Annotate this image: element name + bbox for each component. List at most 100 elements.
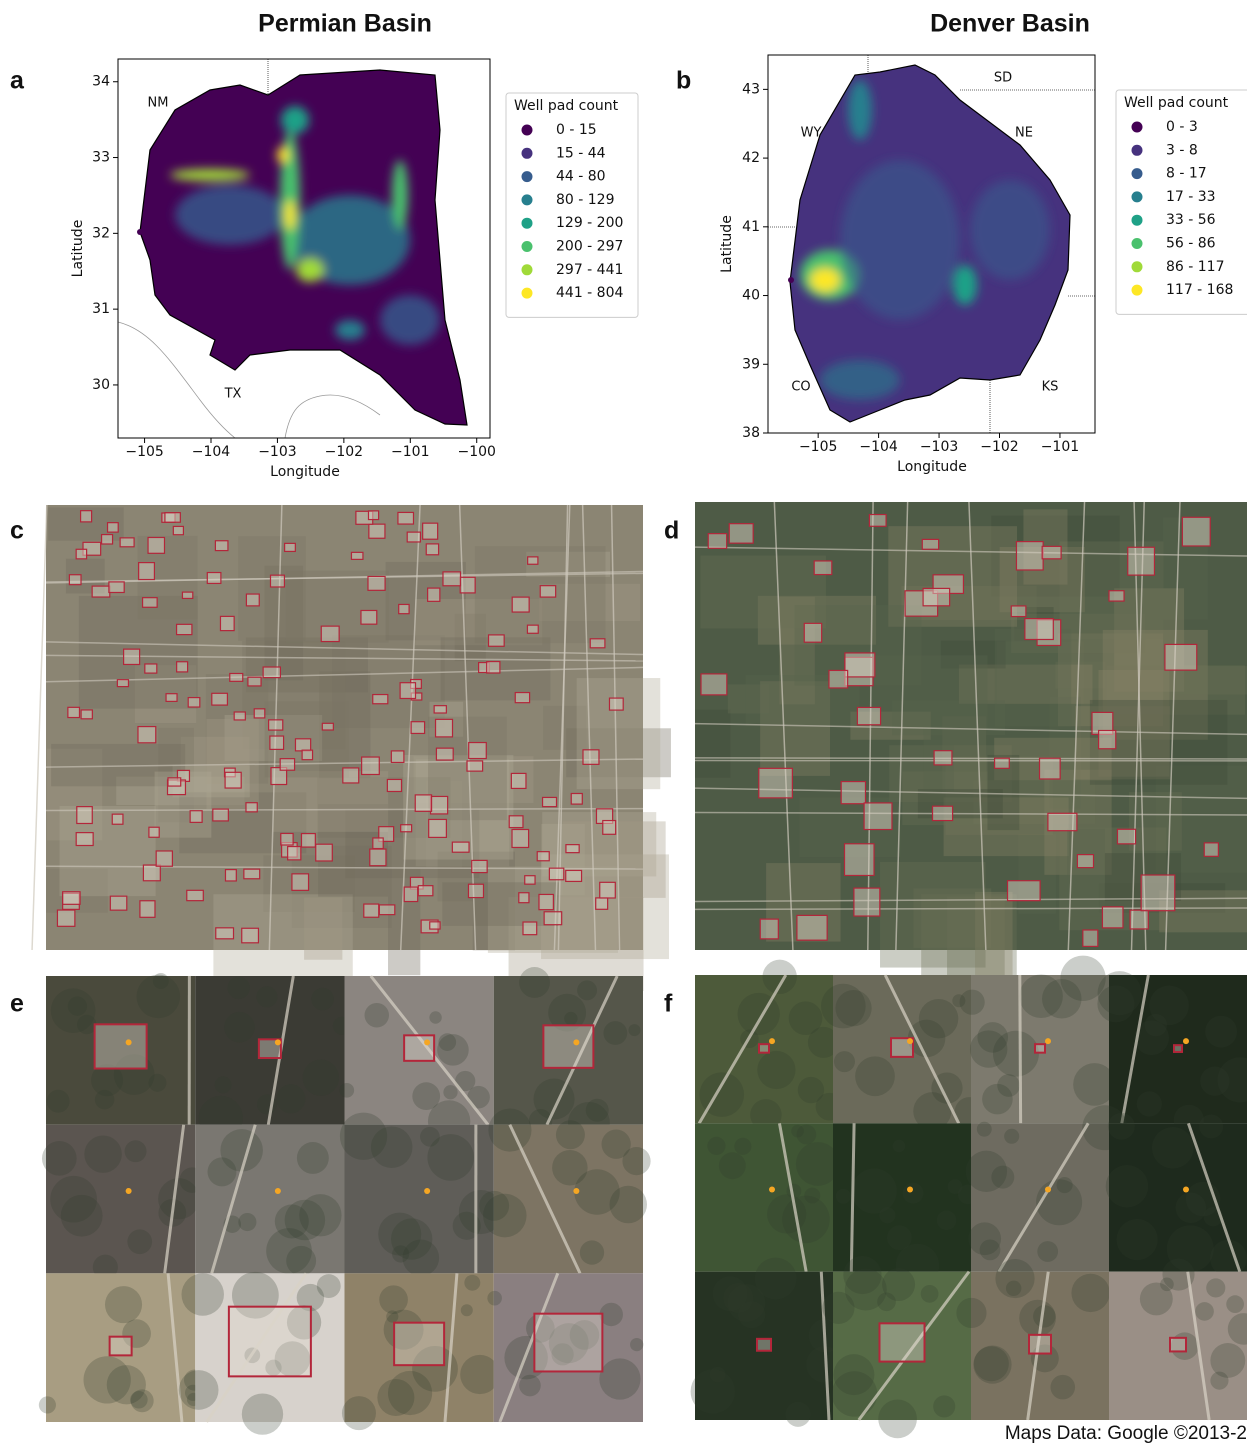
legend-marker — [1132, 238, 1143, 249]
well-pad-box — [418, 886, 433, 896]
vegetation — [835, 990, 871, 1026]
region-label: NE — [1015, 126, 1033, 141]
vegetation — [238, 1213, 256, 1231]
well-point — [275, 1039, 281, 1045]
legend-label: 297 - 441 — [556, 262, 623, 278]
vegetation — [903, 1183, 924, 1204]
x-tick-label: −101 — [1041, 439, 1079, 455]
well-pad-box — [68, 707, 80, 717]
vegetation — [1137, 1091, 1162, 1116]
well-pad-box — [922, 539, 938, 549]
legend-label: 3 - 8 — [1166, 142, 1198, 158]
vegetation — [39, 1396, 56, 1413]
well-pad-box — [1008, 881, 1041, 901]
image-tile — [342, 1273, 500, 1430]
vegetation — [1097, 985, 1134, 1022]
well-pad-box — [1170, 1338, 1186, 1352]
well-pad-box — [600, 882, 616, 898]
vegetation — [1108, 1113, 1135, 1140]
panel-letter: d — [664, 517, 679, 545]
vegetation — [1140, 1282, 1173, 1315]
vegetation — [533, 1079, 574, 1120]
well-pad-box — [804, 623, 821, 642]
vegetation — [437, 1034, 469, 1066]
image-tile — [42, 1125, 205, 1280]
well-pad-box — [515, 693, 529, 703]
y-tick-label: 41 — [742, 219, 760, 235]
well-pad-box — [140, 901, 155, 918]
vegetation — [182, 1273, 224, 1315]
well-pad-box — [391, 751, 404, 763]
legend-label: 15 - 44 — [556, 145, 606, 161]
vegetation — [1195, 1302, 1214, 1321]
well-pad-box — [270, 575, 284, 587]
well-pad-box — [143, 598, 158, 608]
well-pad-box — [295, 739, 310, 751]
vegetation — [519, 1375, 541, 1397]
well-pad-box — [995, 758, 1010, 768]
well-pad-box — [285, 543, 296, 551]
well-pad-box — [434, 706, 446, 713]
vegetation — [843, 1256, 881, 1294]
panel-letter: a — [10, 67, 25, 95]
well-pad-box — [1083, 930, 1098, 946]
well-pad-box — [110, 1337, 132, 1356]
well-pad-box — [797, 915, 827, 940]
well-pad-box — [139, 563, 155, 580]
well-pad-box — [173, 526, 183, 534]
well-pad-box — [869, 515, 886, 527]
legend-label: 86 - 117 — [1166, 259, 1225, 275]
vegetation — [303, 1059, 339, 1095]
well-pad-box — [544, 912, 562, 925]
well-pad-box — [248, 677, 261, 686]
vegetation — [991, 1166, 1014, 1189]
chart-title: Denver Basin — [930, 10, 1090, 38]
well-pad-box — [1141, 875, 1175, 911]
vegetation — [948, 1179, 963, 1194]
region-label: TX — [224, 387, 242, 402]
vegetation — [461, 1304, 473, 1316]
vegetation — [1117, 1219, 1158, 1260]
well-pad-box — [212, 693, 228, 705]
well-pad-box — [229, 1307, 311, 1377]
y-tick-label: 32 — [92, 225, 110, 241]
vegetation — [852, 1168, 897, 1213]
well-pad-box — [242, 928, 259, 943]
well-pad-box — [207, 573, 221, 584]
well-pad-box — [543, 797, 557, 806]
vegetation — [61, 1195, 103, 1237]
vegetation — [1206, 1278, 1225, 1297]
image-tile — [179, 1272, 345, 1435]
well-pad-box — [1048, 813, 1077, 830]
vegetation — [339, 1083, 354, 1098]
well-pad-box — [933, 806, 953, 820]
legend-label: 441 - 804 — [556, 285, 623, 301]
well-point — [907, 1187, 913, 1193]
well-pad-box — [1029, 1335, 1051, 1354]
vegetation — [993, 1031, 1039, 1077]
vegetation — [179, 1370, 219, 1410]
vegetation — [982, 1084, 1013, 1115]
legend-marker — [1132, 285, 1143, 296]
well-pad-box — [1130, 910, 1148, 929]
well-pad-box — [534, 1314, 602, 1372]
vegetation — [822, 1292, 854, 1324]
vegetation — [933, 1395, 955, 1417]
vegetation — [377, 1379, 414, 1416]
well-pad-box — [759, 768, 793, 798]
image-tile — [956, 1259, 1109, 1420]
well-point — [424, 1188, 430, 1194]
vegetation — [276, 1084, 305, 1113]
x-tick-label: −103 — [920, 439, 958, 455]
well-pad-box — [76, 549, 86, 559]
vegetation — [757, 1051, 795, 1089]
well-pad-box — [1040, 758, 1061, 779]
vegetation — [836, 1189, 851, 1204]
well-pad-box — [540, 586, 555, 597]
well-pad-box — [525, 876, 535, 884]
well-pad-box — [351, 552, 362, 559]
vegetation — [977, 1122, 992, 1137]
well-pad-box — [428, 588, 440, 601]
panel-letter: e — [10, 990, 24, 1018]
well-pad-box — [1182, 517, 1210, 546]
